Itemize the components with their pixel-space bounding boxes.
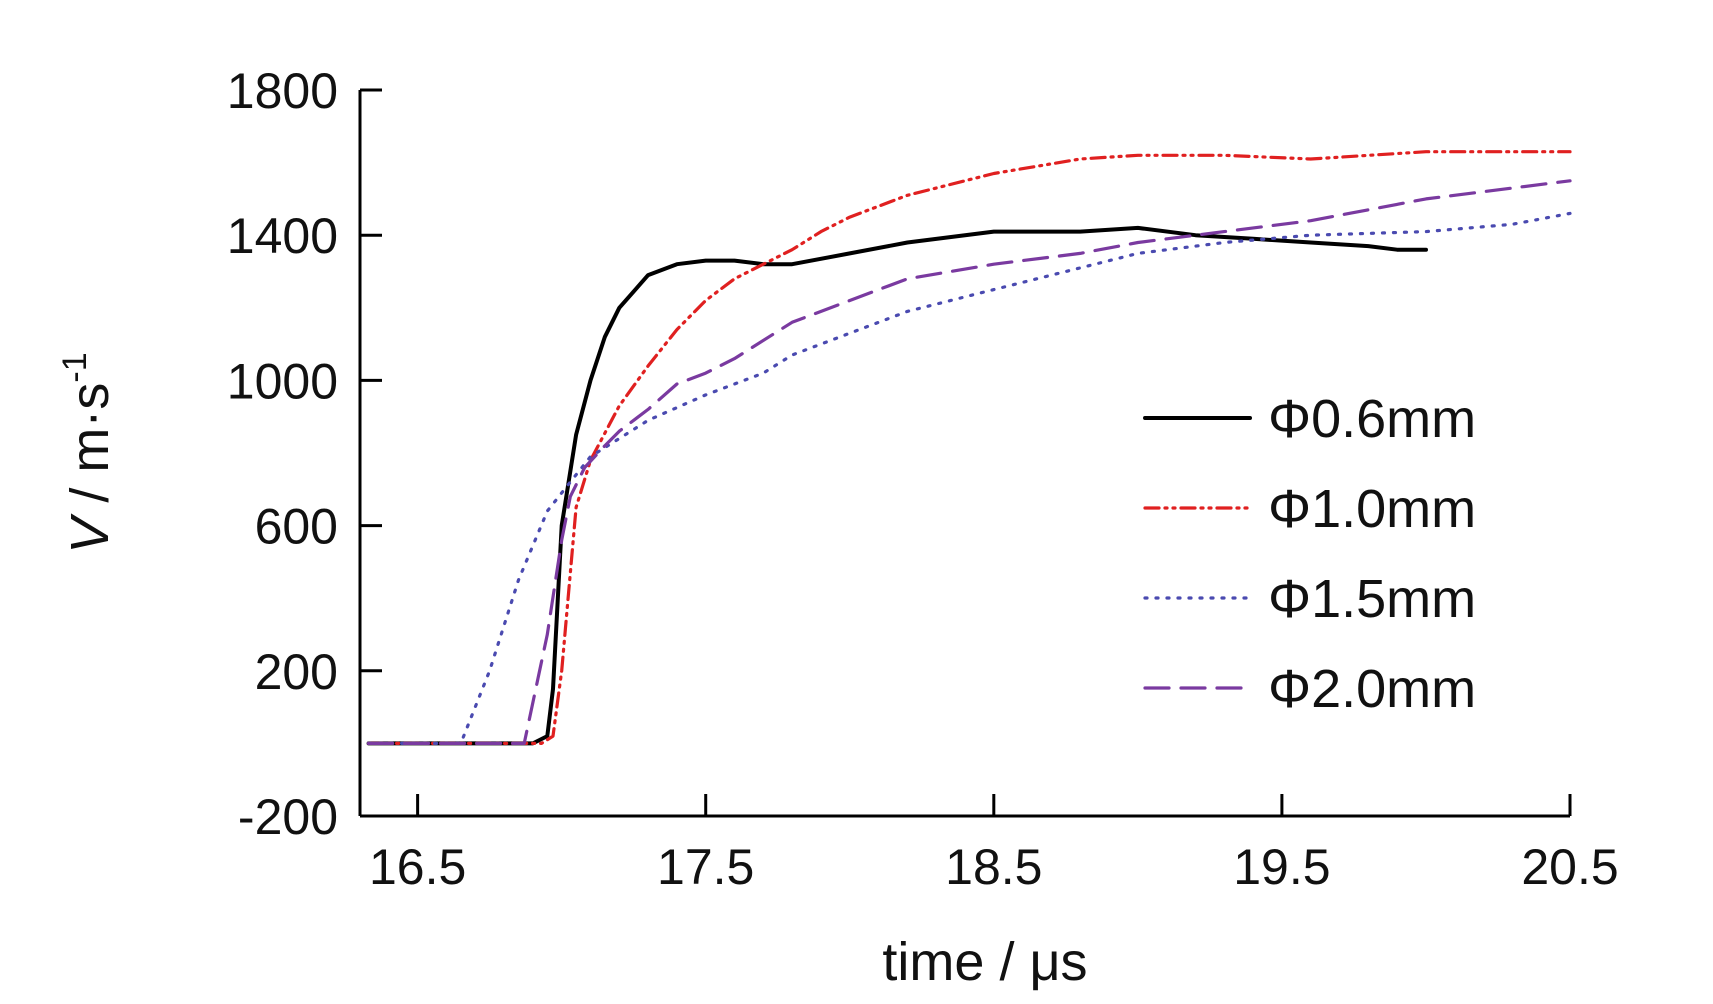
x-tick-label: 16.5 xyxy=(369,839,466,895)
y-axis-title: V / m·s-1 xyxy=(56,352,120,553)
y-tick-label: -200 xyxy=(238,789,338,845)
x-tick-label: 17.5 xyxy=(657,839,754,895)
x-axis-title: time / μs xyxy=(882,932,1087,992)
y-axis-unit-exponent: -1 xyxy=(56,352,94,382)
legend-label-3: Φ1.5mm xyxy=(1268,569,1476,629)
series-line-3 xyxy=(367,211,1572,745)
y-tick-label: 1000 xyxy=(227,353,338,409)
series-line-4 xyxy=(367,179,1572,745)
legend-label-1: Φ0.6mm xyxy=(1268,389,1476,449)
x-tick-label: 20.5 xyxy=(1521,839,1618,895)
x-tick-label: 18.5 xyxy=(945,839,1042,895)
y-axis-unit: / m·s xyxy=(60,383,120,518)
y-tick-label: 1800 xyxy=(227,63,338,119)
x-tick-label: 19.5 xyxy=(1233,839,1330,895)
x-ticks: 16.5 17.5 18.5 19.5 20.5 xyxy=(369,794,1619,895)
legend: Φ0.6mm Φ1.0mm Φ1.5mm Φ2.0mm xyxy=(1143,389,1476,719)
y-tick-label: 200 xyxy=(255,644,338,700)
y-tick-label: 600 xyxy=(255,499,338,555)
series-group xyxy=(366,150,1572,746)
y-tick-label: 1400 xyxy=(227,208,338,264)
axes: -200 200 600 1000 1400 1800 16.5 17.5 18.5 19.5 2… xyxy=(227,63,1619,895)
series-line-2 xyxy=(367,150,1572,745)
series-line-1 xyxy=(366,225,1428,746)
y-ticks: -200 200 600 1000 1400 1800 xyxy=(227,63,382,845)
y-axis-symbol: V xyxy=(60,513,120,554)
legend-label-2: Φ1.0mm xyxy=(1268,479,1476,539)
legend-label-4: Φ2.0mm xyxy=(1268,659,1476,719)
